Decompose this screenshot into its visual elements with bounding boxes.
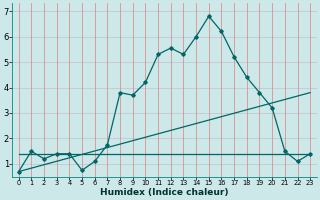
X-axis label: Humidex (Indice chaleur): Humidex (Indice chaleur): [100, 188, 229, 197]
